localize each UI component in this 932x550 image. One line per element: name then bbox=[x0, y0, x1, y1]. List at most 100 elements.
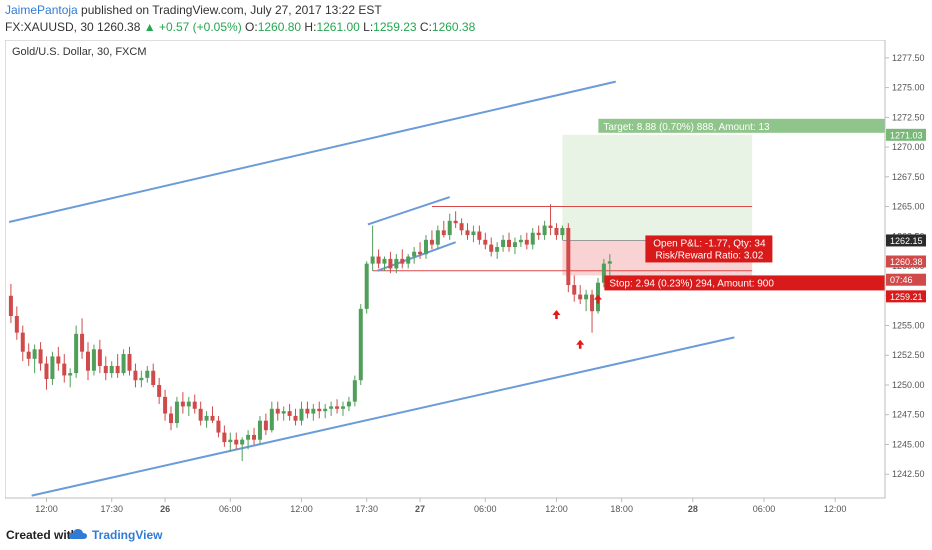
candle bbox=[62, 354, 67, 383]
candle-body bbox=[358, 308, 363, 381]
time-tick-label: 06:00 bbox=[753, 504, 776, 514]
candle bbox=[435, 225, 440, 250]
candle-body bbox=[429, 239, 434, 245]
close-value: 1260.38 bbox=[431, 20, 476, 34]
candle-body bbox=[97, 349, 102, 366]
candle-body bbox=[14, 315, 19, 333]
time-tick-label: 17:30 bbox=[100, 504, 123, 514]
candle bbox=[109, 361, 114, 378]
candle-body bbox=[554, 227, 559, 236]
candle-body bbox=[74, 333, 79, 374]
candle bbox=[311, 404, 316, 421]
candle-body bbox=[441, 230, 446, 236]
candle-body bbox=[305, 408, 310, 414]
candle-body bbox=[495, 246, 500, 252]
stop-label: Stop: 2.94 (0.23%) 294, Amount: 900 bbox=[609, 278, 774, 289]
candle bbox=[210, 406, 215, 424]
candle-body bbox=[121, 354, 126, 374]
candle bbox=[536, 225, 541, 240]
candle-body bbox=[418, 251, 423, 255]
candle-body bbox=[435, 230, 440, 245]
pnl-label-box bbox=[645, 235, 773, 263]
candle-body bbox=[186, 401, 191, 407]
candle-body bbox=[192, 401, 197, 409]
price-tick-label: 1267.50 bbox=[892, 172, 925, 182]
candle bbox=[216, 415, 221, 438]
candle bbox=[542, 220, 547, 240]
price-tick-label: 1242.50 bbox=[892, 469, 925, 479]
tradingview-brand[interactable]: TradingView bbox=[92, 528, 163, 542]
candle-body bbox=[269, 408, 274, 431]
candle-body bbox=[204, 415, 209, 421]
candle-body bbox=[323, 408, 328, 412]
candle bbox=[151, 363, 156, 388]
author-link[interactable]: JaimePantoja bbox=[5, 3, 78, 17]
candle-body bbox=[257, 420, 262, 440]
candle-body bbox=[222, 432, 227, 443]
plot-frame bbox=[5, 40, 886, 499]
candle bbox=[74, 325, 79, 378]
candle-body bbox=[483, 239, 488, 245]
candle bbox=[346, 396, 351, 412]
candle-body bbox=[139, 377, 144, 381]
target-zone bbox=[562, 134, 753, 241]
candle-body bbox=[133, 370, 138, 381]
candle bbox=[578, 285, 583, 305]
time-tick-label: 17:30 bbox=[355, 504, 378, 514]
candle-body bbox=[412, 251, 417, 257]
candle bbox=[406, 254, 411, 269]
candle bbox=[139, 370, 144, 388]
price-chart[interactable]: Gold/U.S. Dollar, 30, FXCM Target: 8.88 (… bbox=[5, 40, 927, 518]
candle-body bbox=[453, 220, 458, 224]
candle bbox=[293, 408, 298, 426]
candle-body bbox=[287, 411, 292, 416]
candle-body bbox=[530, 232, 535, 245]
candle bbox=[222, 425, 227, 447]
price-tick-label: 1270.00 bbox=[892, 142, 925, 152]
candle bbox=[275, 401, 280, 421]
candle bbox=[157, 377, 162, 405]
candle-body bbox=[198, 408, 203, 421]
price-tag bbox=[886, 128, 926, 141]
candle-body bbox=[263, 420, 268, 431]
candle bbox=[483, 232, 488, 250]
stop-label-box bbox=[604, 275, 885, 291]
candle-body bbox=[56, 356, 61, 364]
candle-body bbox=[80, 333, 85, 352]
candle bbox=[174, 396, 179, 428]
candle-body bbox=[85, 351, 90, 371]
candle bbox=[44, 356, 49, 390]
candle-body bbox=[62, 363, 67, 376]
candle-body bbox=[566, 227, 571, 286]
close-label: C: bbox=[416, 20, 432, 34]
symbol-price: FX:XAUUSD, 30 1260.38 bbox=[5, 20, 144, 34]
chart-panel[interactable]: Gold/U.S. Dollar, 30, FXCM Target: 8.88 (… bbox=[5, 40, 927, 518]
candle bbox=[512, 237, 517, 255]
candle bbox=[287, 404, 292, 421]
candle-body bbox=[281, 411, 286, 414]
candle-body bbox=[471, 231, 476, 236]
time-tick-label: 12:00 bbox=[290, 504, 313, 514]
candle-body bbox=[68, 373, 73, 376]
open-label: O: bbox=[241, 20, 258, 34]
candle bbox=[335, 399, 340, 414]
candle-body bbox=[364, 263, 369, 309]
candle-body bbox=[252, 434, 257, 440]
candle-body bbox=[548, 225, 553, 228]
risk-reward-label: Risk/Reward Ratio: 3.02 bbox=[655, 250, 763, 261]
candle bbox=[495, 242, 500, 259]
candle bbox=[26, 343, 31, 366]
candle-body bbox=[109, 365, 114, 374]
candle-body bbox=[151, 370, 156, 385]
price-change: ▲ +0.57 (+0.05%) bbox=[143, 20, 242, 34]
candle bbox=[269, 401, 274, 433]
candle-body bbox=[524, 239, 529, 245]
candle-body bbox=[346, 401, 351, 407]
created-with-label: Created with bbox=[6, 528, 79, 542]
time-tick-label: 06:00 bbox=[219, 504, 242, 514]
candle bbox=[524, 232, 529, 250]
candle bbox=[198, 401, 203, 426]
up-arrow-icon bbox=[593, 294, 602, 304]
candle bbox=[453, 211, 458, 228]
publish-info: published on TradingView.com, July 27, 2… bbox=[77, 3, 382, 17]
